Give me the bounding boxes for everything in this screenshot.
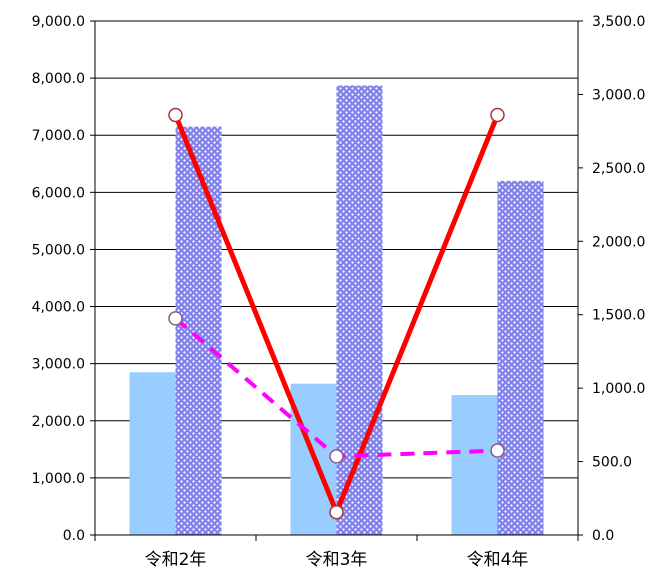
right-tick-label: 0.0	[592, 528, 614, 544]
bar-series-1-2	[451, 395, 498, 535]
bar-series-2-2	[497, 180, 544, 535]
right-tick-label: 3,500.0	[592, 14, 645, 30]
tick-labels: 0.0 1,000.0 2,000.0 3,000.0 4,000.0 5,000.0 6,…	[32, 14, 646, 570]
bar-series-1-0	[129, 372, 176, 535]
category-label: 令和2年	[145, 550, 207, 570]
line-point-2-0	[168, 311, 183, 326]
right-tick-label: 2,000.0	[592, 234, 645, 250]
left-tick-label: 1,000.0	[32, 471, 85, 487]
left-tick-label: 8,000.0	[32, 71, 85, 87]
left-tick-label: 0.0	[63, 528, 85, 544]
bar-series-2-1	[336, 85, 383, 535]
left-tick-label: 7,000.0	[32, 128, 85, 144]
category-label: 令和3年	[306, 550, 368, 570]
line-point-1-2	[490, 107, 505, 123]
left-tick-label: 4,000.0	[32, 300, 85, 316]
left-tick-label: 5,000.0	[32, 242, 85, 258]
line-point-2-1	[329, 449, 344, 464]
axes	[90, 20, 583, 541]
line-point-1-1	[329, 504, 344, 520]
bar-series-2-0	[175, 126, 222, 536]
left-tick-label: 6,000.0	[32, 185, 85, 201]
left-tick-label: 2,000.0	[32, 414, 85, 430]
right-tick-label: 2,500.0	[592, 161, 645, 177]
right-tick-label: 3,000.0	[592, 87, 645, 103]
lines	[168, 107, 505, 520]
right-tick-label: 1,500.0	[592, 308, 645, 324]
right-tick-label: 500.0	[592, 455, 632, 471]
left-tick-label: 9,000.0	[32, 14, 85, 30]
line-point-1-0	[168, 107, 183, 123]
category-label: 令和4年	[467, 550, 529, 570]
line-point-2-2	[490, 443, 505, 458]
right-tick-label: 1,000.0	[592, 381, 645, 397]
left-tick-label: 3,000.0	[32, 357, 85, 373]
